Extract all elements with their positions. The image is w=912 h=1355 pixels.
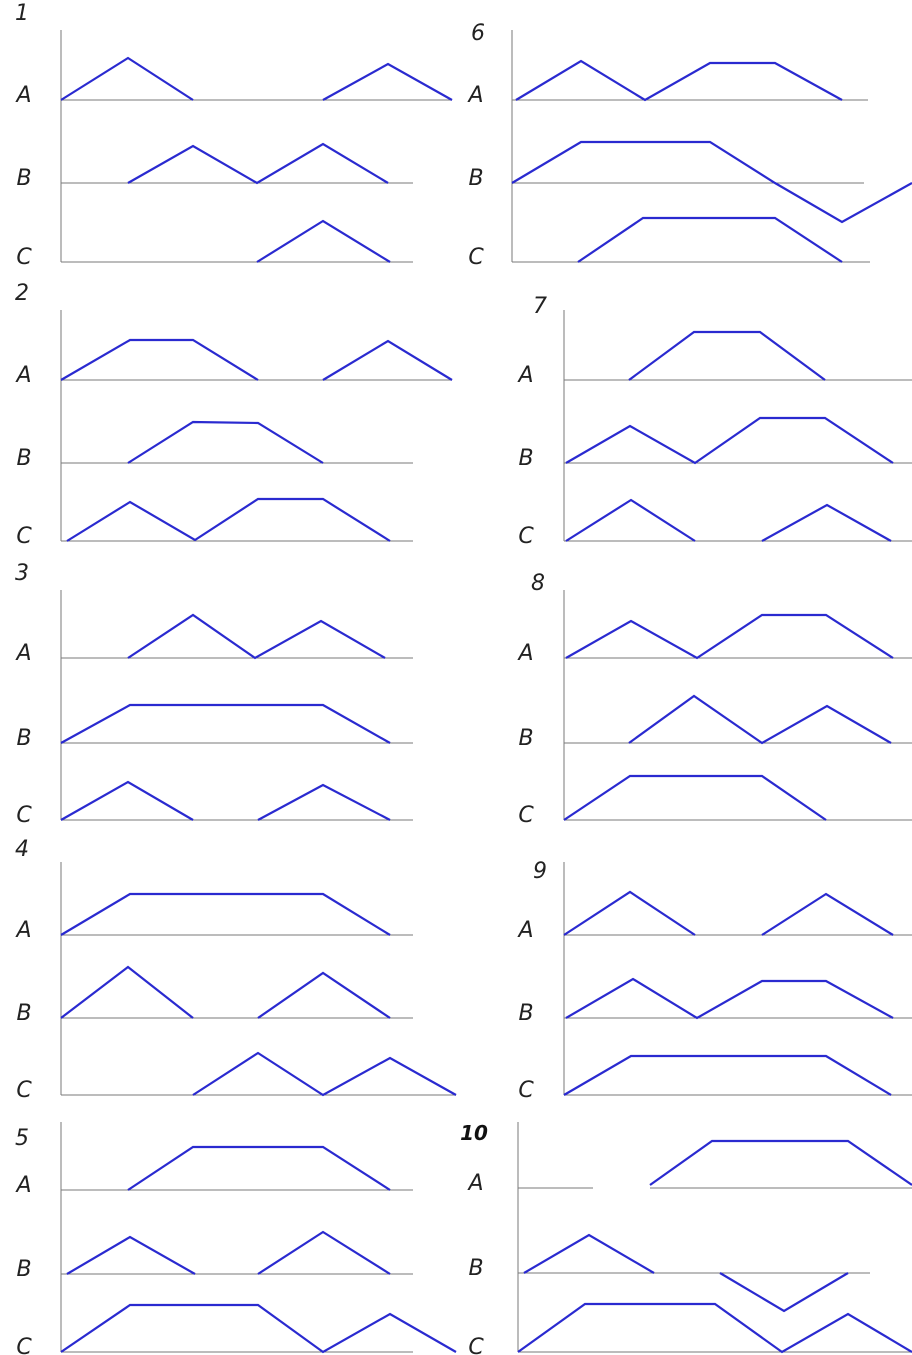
channel-label-c: C [16, 803, 32, 828]
channel-label-c: C [16, 245, 32, 270]
waveform [563, 1054, 892, 1096]
waveform [565, 416, 894, 465]
panel-number: 9 [533, 859, 547, 884]
waveform [565, 613, 894, 660]
channel-label-c: C [518, 524, 534, 549]
waveform [322, 339, 453, 381]
waveform [577, 216, 843, 263]
channel-label-b: B [468, 1256, 483, 1281]
channel-label-c: C [468, 245, 484, 270]
waveform [257, 971, 391, 1019]
panel-number: 5 [15, 1126, 29, 1151]
waveform [565, 498, 696, 542]
panel-number: 8 [531, 571, 545, 596]
channel-label-a: A [466, 1171, 483, 1196]
waveform [60, 780, 194, 821]
waveform [66, 497, 391, 542]
panel-7: A B C 7 [516, 294, 912, 549]
waveform [523, 1233, 655, 1274]
channel-label-a: A [14, 918, 31, 943]
channel-label-b: B [16, 446, 31, 471]
waveform [60, 338, 259, 381]
waveform [60, 1303, 457, 1354]
waveform [517, 1302, 912, 1354]
channel-label-a: A [14, 83, 31, 108]
panel-number: 3 [15, 561, 29, 586]
panel-4: A B C 4 [14, 837, 457, 1103]
panel-number: 1 [15, 1, 29, 26]
waveform [60, 892, 391, 936]
channel-label-b: B [518, 1001, 533, 1026]
waveform [60, 703, 391, 744]
waveform [127, 1145, 391, 1191]
waveform [761, 503, 892, 542]
panel-8: A B C 8 [516, 571, 912, 828]
waveform [563, 774, 827, 821]
waveform [257, 783, 391, 821]
channel-label-b: B [16, 1001, 31, 1026]
channel-label-b: B [518, 446, 533, 471]
waveform [719, 1272, 849, 1313]
waveform [565, 977, 894, 1020]
waveform [257, 1230, 391, 1275]
channel-label-a: A [14, 641, 31, 666]
channel-label-a: A [466, 83, 483, 108]
channel-label-b: B [16, 1257, 31, 1282]
channel-label-b: B [468, 166, 483, 191]
waveform [761, 892, 894, 936]
channel-label-a: A [14, 363, 31, 388]
channel-label-b: B [16, 726, 31, 751]
waveform [127, 420, 324, 464]
waveform [66, 1235, 196, 1275]
waveform [628, 330, 826, 381]
channel-label-c: C [16, 524, 32, 549]
panel-number: 4 [15, 837, 29, 862]
waveform [649, 1139, 912, 1186]
waveform [60, 965, 194, 1019]
waveform [127, 613, 386, 660]
panel-6: A B C 6 [466, 21, 912, 270]
channel-label-c: C [518, 1078, 534, 1103]
channel-label-a: A [14, 1173, 31, 1198]
waveform [322, 62, 453, 101]
panel-5: A B C 5 [14, 1122, 457, 1355]
channel-label-c: C [518, 803, 534, 828]
panel-number: 10 [460, 1121, 488, 1145]
waveform [127, 142, 389, 185]
panel-3: A B C 3 [14, 561, 413, 828]
waveform [256, 219, 391, 263]
panel-number: 2 [15, 281, 29, 306]
channel-label-b: B [518, 726, 533, 751]
channel-label-c: C [16, 1078, 32, 1103]
panel-9: A B C 9 [516, 859, 912, 1103]
channel-label-a: A [516, 363, 533, 388]
panel-10: A B C 10 [460, 1121, 912, 1355]
panel-1: A B C 1 [14, 1, 453, 270]
waveform [192, 1051, 457, 1097]
channel-label-b: B [16, 166, 31, 191]
panel-2: A B C 2 [14, 281, 453, 549]
waveform [628, 694, 892, 745]
channel-label-c: C [16, 1335, 32, 1355]
panel-number: 6 [471, 21, 485, 46]
waveform [563, 890, 696, 936]
waveform [511, 140, 912, 224]
channel-label-c: C [468, 1335, 484, 1355]
channel-label-a: A [516, 641, 533, 666]
waveform [515, 59, 843, 102]
waveform [60, 56, 194, 101]
panel-number: 7 [533, 294, 547, 319]
channel-label-a: A [516, 918, 533, 943]
